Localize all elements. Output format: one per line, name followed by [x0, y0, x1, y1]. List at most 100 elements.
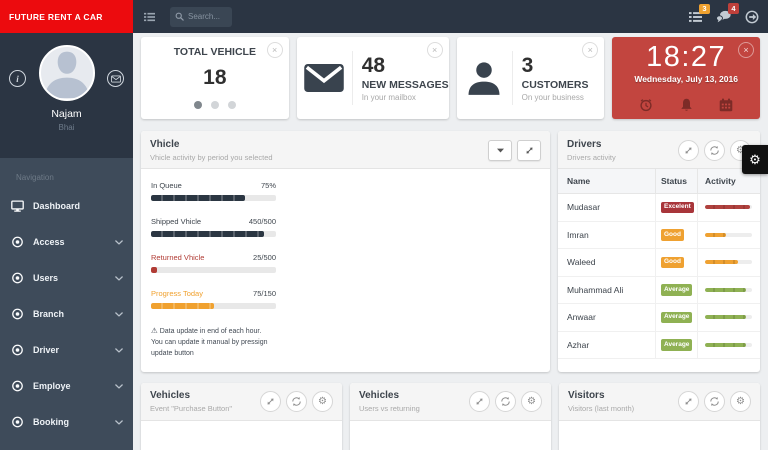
- dot-circle-icon: [11, 272, 24, 284]
- warning-icon: ⚠: [151, 326, 158, 335]
- logout-button[interactable]: [745, 10, 759, 24]
- chevron-down-icon: [115, 276, 123, 281]
- driver-row: Waleed Good: [558, 249, 760, 277]
- tasks-badge: 3: [698, 3, 710, 14]
- close-button[interactable]: ×: [266, 42, 283, 58]
- refresh-button[interactable]: [495, 391, 516, 412]
- close-button[interactable]: ×: [738, 42, 754, 58]
- panel-subtitle: Drivers activity: [567, 153, 616, 162]
- user-name: Najam: [51, 108, 82, 120]
- panel-title: Visitors: [568, 390, 605, 401]
- settings-button[interactable]: ⚙: [521, 391, 542, 412]
- status-badge: Average: [661, 339, 693, 351]
- mail-button[interactable]: [107, 70, 124, 87]
- panel-subtitle: Users vs returning: [359, 404, 420, 413]
- drivers-panel: Drivers Drivers activity ⚙ Name Status A…: [558, 131, 760, 372]
- sidebar-item-users[interactable]: Users: [0, 260, 133, 296]
- chevron-down-icon: [115, 384, 123, 389]
- panel-title: Vehicles: [359, 390, 400, 401]
- activity-bar: [705, 315, 752, 320]
- progress-today: Progress Today 75/150: [151, 289, 276, 309]
- gear-icon: ⚙: [749, 151, 761, 167]
- vehicles-purchase-panel: Vehicles Event "Purchase Button" ⚙: [141, 383, 342, 450]
- panel-title: Drivers: [567, 139, 602, 150]
- sidebar-item-access[interactable]: Access: [0, 224, 133, 260]
- calendar-icon[interactable]: [719, 98, 733, 112]
- driver-row: Imran Good: [558, 221, 760, 249]
- search-input[interactable]: [188, 12, 227, 21]
- search-box[interactable]: [170, 6, 232, 27]
- status-badge: Excelent: [661, 201, 694, 213]
- status-badge: Average: [661, 284, 693, 296]
- expand-button[interactable]: [469, 391, 490, 412]
- search-icon: [175, 12, 184, 21]
- panel-subtitle: Visitors (last month): [568, 404, 635, 413]
- clock-card: × 18:27 Wednesday, July 13, 2016: [612, 37, 760, 119]
- user-profile: i Najam Bhai: [0, 33, 133, 158]
- panel-title: Vhicle: [150, 139, 180, 150]
- sidebar-item-employe[interactable]: Employe: [0, 368, 133, 404]
- sidebar-item-booking[interactable]: Booking: [0, 404, 133, 440]
- messages-badge: 4: [727, 3, 739, 14]
- settings-button[interactable]: ⚙: [312, 391, 333, 412]
- activity-bar: [705, 205, 752, 210]
- refresh-button[interactable]: [704, 391, 725, 412]
- driver-row: Mudasar Excelent: [558, 194, 760, 222]
- bell-icon[interactable]: [680, 98, 693, 112]
- refresh-button[interactable]: [704, 140, 725, 161]
- stats-row: TOTAL VEHICLE × 18 × 48 NEW MESSAGES In …: [141, 37, 760, 119]
- sidebar: i Najam Bhai Navigation Dashboard Access…: [0, 33, 133, 450]
- main-content: TOTAL VEHICLE × 18 × 48 NEW MESSAGES In …: [133, 33, 768, 450]
- gear-icon: ⚙: [527, 396, 536, 407]
- person-icon: [457, 51, 513, 105]
- driver-row: Muhammad Ali Average: [558, 276, 760, 304]
- expand-icon: [474, 396, 485, 407]
- driver-row: Azhar Average: [558, 331, 760, 359]
- refresh-button[interactable]: [286, 391, 307, 412]
- collapse-button[interactable]: [488, 140, 512, 161]
- customers-title: CUSTOMERS: [521, 78, 589, 91]
- expand-icon: [524, 145, 535, 156]
- envelope-icon: [111, 75, 121, 83]
- panel-subtitle: Event "Purchase Button": [150, 404, 233, 413]
- expand-button[interactable]: [517, 140, 541, 161]
- close-button[interactable]: ×: [582, 42, 599, 58]
- chevron-down-icon: [115, 312, 123, 317]
- expand-icon: [683, 145, 694, 156]
- status-badge: Good: [661, 229, 684, 241]
- refresh-icon: [291, 396, 302, 407]
- chevron-down-icon: [115, 420, 123, 425]
- dot-circle-icon: [11, 308, 24, 320]
- sidebar-item-dashboard[interactable]: Dashboard: [0, 188, 133, 224]
- brand-logo[interactable]: FUTURE RENT A CAR: [0, 0, 133, 33]
- driver-row: Anwaar Average: [558, 304, 760, 332]
- user-subtitle: Bhai: [58, 123, 75, 132]
- activity-bar: [705, 287, 752, 292]
- panel-subtitle: Vhicle activity by period you selected: [150, 153, 273, 162]
- expand-button[interactable]: [260, 391, 281, 412]
- user-silhouette-icon: [41, 45, 93, 99]
- close-button[interactable]: ×: [426, 42, 443, 58]
- expand-button[interactable]: [678, 140, 699, 161]
- update-note: ⚠ Data update in end of each hour. You ca…: [151, 326, 268, 358]
- alarm-clock-icon[interactable]: [639, 98, 653, 112]
- avatar[interactable]: [38, 45, 95, 101]
- progress-shipped: Shipped Vhicle 450/500: [151, 217, 276, 237]
- sidebar-item-driver[interactable]: Driver: [0, 332, 133, 368]
- panel-title: Vehicles: [150, 390, 191, 401]
- drivers-table-header: Name Status Activity: [558, 169, 760, 194]
- nav-section-label: Navigation: [16, 173, 54, 182]
- sidebar-item-branch[interactable]: Branch: [0, 296, 133, 332]
- expand-button[interactable]: [678, 391, 699, 412]
- activity-bar: [705, 232, 752, 237]
- info-button[interactable]: i: [9, 70, 26, 87]
- customers-card: × 3 CUSTOMERS On your business: [456, 37, 605, 119]
- tasks-button[interactable]: 3: [689, 3, 710, 23]
- settings-flyout-button[interactable]: ⚙: [742, 145, 768, 174]
- messages-button[interactable]: 4: [716, 3, 739, 23]
- total-vehicle-card: TOTAL VEHICLE × 18: [141, 37, 289, 119]
- chevron-down-icon: [115, 348, 123, 353]
- carousel-dots[interactable]: [141, 101, 289, 109]
- sidebar-toggle-icon[interactable]: [144, 12, 155, 22]
- settings-button[interactable]: ⚙: [730, 391, 751, 412]
